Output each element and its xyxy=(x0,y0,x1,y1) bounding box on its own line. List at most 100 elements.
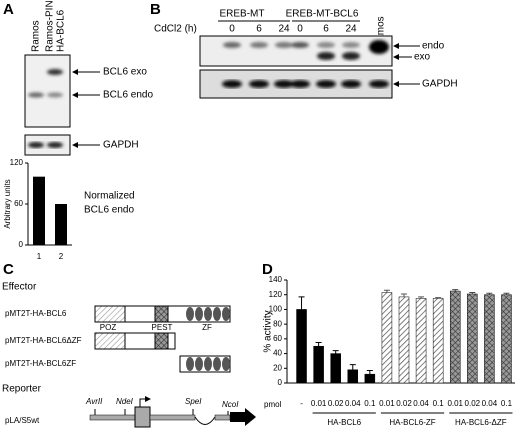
time-label: 6 xyxy=(323,24,329,35)
panel-label: B xyxy=(150,1,161,18)
error-bar xyxy=(503,292,510,295)
time-label: 6 xyxy=(256,24,262,35)
x-tick-label: 0.02 xyxy=(465,399,481,408)
bar xyxy=(33,176,45,245)
band-label: GAPDH xyxy=(103,140,139,151)
time-label: 0 xyxy=(297,24,303,35)
band-label: endo xyxy=(422,41,445,52)
y-tick-label: 120 xyxy=(10,158,24,167)
construct-label: pMT2T-HA-BCL6 xyxy=(5,309,67,318)
panel-label: C xyxy=(3,261,14,278)
bar xyxy=(501,294,512,384)
panel-label: D xyxy=(262,261,273,278)
lane-label: HA-BCL6 xyxy=(56,9,67,52)
x-tick-label: 2 xyxy=(59,252,64,261)
construct xyxy=(94,332,176,350)
bar xyxy=(296,309,307,384)
error-bar xyxy=(452,289,459,292)
bar xyxy=(313,345,324,384)
error-bar xyxy=(469,292,476,294)
lane-label: Ramos-PINCO- xyxy=(45,0,56,52)
group-label: EREB-MT xyxy=(220,9,265,20)
y-tick-label: 40 xyxy=(273,349,282,358)
x-tick-label: 1 xyxy=(37,252,42,261)
y-tick-label: 100 xyxy=(269,305,283,314)
band-label: GAPDH xyxy=(422,79,458,90)
x-tick-label: 0.1 xyxy=(501,399,513,408)
x-tick-label: 0.04 xyxy=(482,399,498,408)
panel-label: A xyxy=(3,1,14,18)
treatment-label: CdCl2 (h) xyxy=(154,24,197,35)
x-tick-label: - xyxy=(300,399,303,408)
domain-label: PEST xyxy=(152,323,173,332)
error-bar xyxy=(383,289,390,293)
group-label: HA-BCL6-ΔZF xyxy=(455,418,507,427)
group-label: HA-BCL6-ZF xyxy=(389,418,435,427)
y-tick-label: 0 xyxy=(278,378,283,387)
error-bar xyxy=(401,293,407,297)
domain-label: POZ xyxy=(100,323,117,332)
time-label: 0 xyxy=(229,24,235,35)
x-tick-label: 0.01 xyxy=(311,399,327,408)
site-label: NcoI xyxy=(222,400,239,409)
y-tick-label: 0 xyxy=(19,240,24,249)
reporter-label: pLA/S5wt xyxy=(5,416,40,425)
x-tick-label: 0.04 xyxy=(345,399,361,408)
annotation: Normalized xyxy=(84,191,135,202)
x-tick-label: 0.02 xyxy=(328,399,344,408)
x-tick-label: 0.1 xyxy=(433,399,445,408)
y-tick-label: 60 xyxy=(14,199,23,208)
x-tick-label: 0.1 xyxy=(364,399,376,408)
construct-label: pMT2T-HA-BCL6ZF xyxy=(5,359,76,368)
y-tick-label: 80 xyxy=(273,319,282,328)
bar xyxy=(381,292,393,384)
bar xyxy=(55,204,67,245)
x-axis-label: pmol xyxy=(264,400,282,409)
lane-label: Ramos xyxy=(31,20,42,52)
group-label: HA-BCL6 xyxy=(327,418,361,427)
x-tick-label: 0.02 xyxy=(396,399,412,408)
annotation: BCL6 endo xyxy=(84,205,134,216)
x-tick-label: 0.01 xyxy=(379,399,395,408)
y-tick-label: 20 xyxy=(273,363,282,372)
bar xyxy=(449,290,461,384)
bar xyxy=(330,353,341,384)
error-bar xyxy=(298,296,305,310)
site-label: SpeI xyxy=(185,397,202,406)
bar xyxy=(398,296,410,384)
bar xyxy=(467,293,478,384)
bands xyxy=(28,69,63,98)
bar xyxy=(432,298,444,384)
error-bar xyxy=(315,342,322,347)
site-label: NdeI xyxy=(116,397,134,406)
error-bar xyxy=(332,350,339,354)
band-label: BCL6 exo xyxy=(103,67,147,78)
bar xyxy=(415,298,427,384)
bar xyxy=(347,369,359,384)
error-bar xyxy=(486,292,493,295)
section-label: Reporter xyxy=(2,384,42,395)
group-label: EREB-MT-BCL6 xyxy=(286,9,359,20)
error-bar xyxy=(349,364,356,370)
y-tick-label: 60 xyxy=(273,334,282,343)
x-tick-label: 0.04 xyxy=(413,399,429,408)
construct-label: pMT2T-HA-BCL6ΔZF xyxy=(5,336,82,345)
time-label: 24 xyxy=(345,24,357,35)
bar xyxy=(364,373,376,384)
site-label: AvrII xyxy=(85,397,103,406)
error-bar xyxy=(435,297,442,299)
lane-label: Ramos xyxy=(376,16,387,48)
error-bar xyxy=(418,296,425,299)
reporter-map xyxy=(89,396,256,428)
band-label: exo xyxy=(414,52,431,63)
x-tick-label: 0.01 xyxy=(447,399,463,408)
section-label: Effector xyxy=(2,282,37,293)
y-tick-label: 140 xyxy=(269,275,283,284)
error-bar xyxy=(366,369,373,375)
domain-label: ZF xyxy=(202,323,212,332)
construct xyxy=(94,305,231,323)
y-axis-label: % activity xyxy=(263,310,274,352)
time-label: 24 xyxy=(278,24,290,35)
band-label: BCL6 endo xyxy=(103,90,153,101)
